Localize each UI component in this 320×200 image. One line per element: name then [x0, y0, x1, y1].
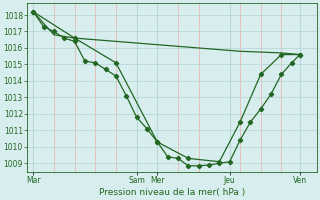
X-axis label: Pression niveau de la mer( hPa ): Pression niveau de la mer( hPa ): [99, 188, 245, 197]
